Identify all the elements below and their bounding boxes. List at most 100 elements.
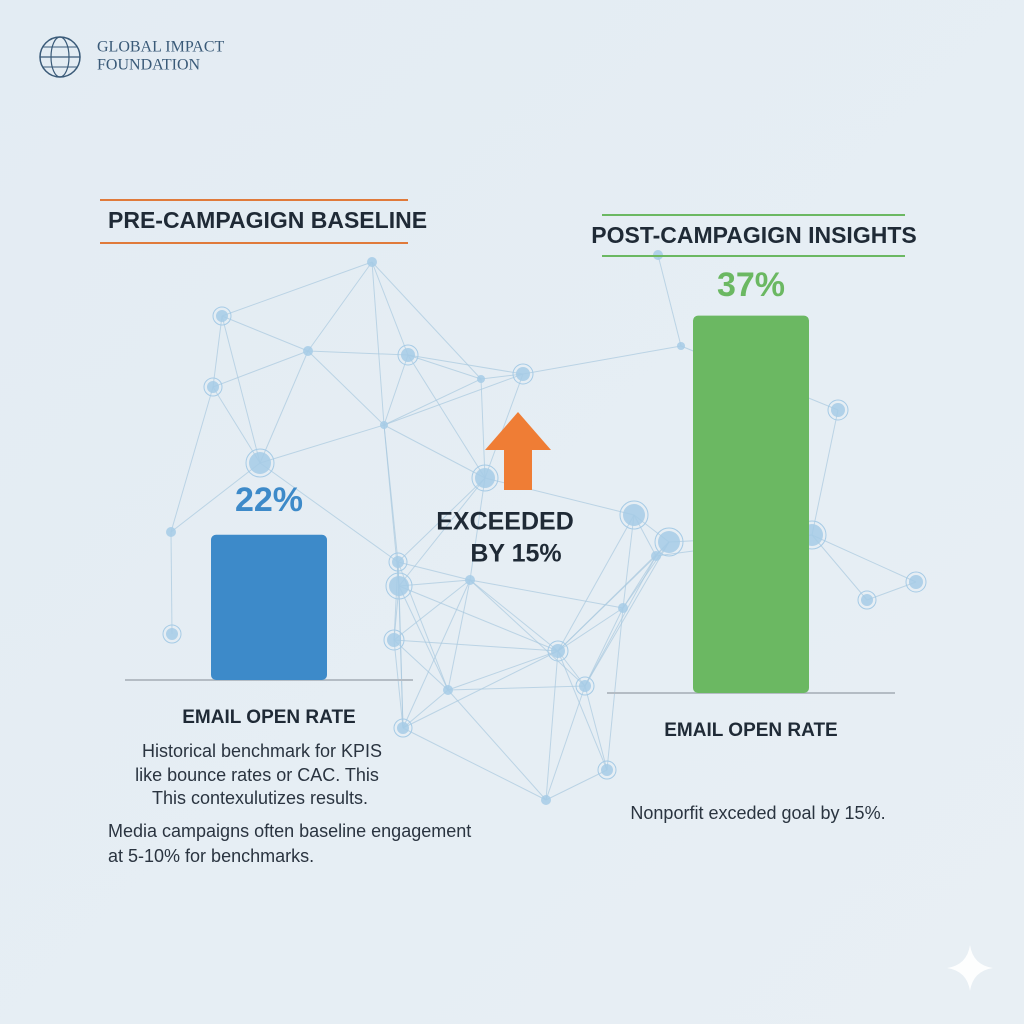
network-link — [557, 650, 586, 687]
network-link — [170, 462, 261, 533]
network-link — [811, 534, 917, 583]
network-link — [383, 424, 486, 479]
network-link — [393, 579, 471, 641]
network-node — [658, 531, 680, 553]
network-node — [392, 556, 404, 568]
note-text: like bounce rates or CAC. This — [135, 765, 379, 785]
network-ring — [597, 760, 617, 780]
network-decoration — [162, 250, 927, 805]
network-link — [484, 373, 524, 479]
network-link — [606, 607, 624, 771]
network-node — [579, 680, 591, 692]
bar-panel: POST-CAMPAGIGN INSIGHTS 37% EMAIL OPEN RAT… — [591, 222, 916, 741]
network-link — [480, 378, 486, 479]
network-node — [465, 575, 475, 585]
network-link — [259, 424, 385, 464]
network-link — [212, 315, 223, 388]
network-link — [402, 689, 449, 729]
network-node — [389, 576, 409, 596]
network-link — [407, 354, 486, 479]
network-link — [212, 386, 261, 464]
network-ring — [575, 676, 595, 696]
section-title: POST-CAMPAGIGN INSIGHTS — [591, 222, 916, 248]
network-link — [469, 579, 586, 687]
network-link — [447, 579, 471, 691]
network-node — [216, 310, 228, 322]
logo: GLOBAL IMPACT FOUNDATION — [39, 36, 225, 78]
network-ring — [512, 363, 534, 385]
network-link — [307, 350, 385, 426]
network-ring — [619, 500, 649, 530]
network-link — [622, 541, 670, 609]
network-link — [259, 462, 399, 563]
network-link — [393, 639, 449, 691]
network-ring — [471, 464, 499, 492]
network-node — [623, 504, 645, 526]
network-node — [397, 722, 409, 734]
network-link — [371, 261, 482, 380]
network-link — [402, 579, 471, 729]
network-link — [383, 354, 409, 426]
network-link — [397, 477, 486, 563]
network-node — [443, 685, 453, 695]
network-link — [447, 650, 559, 691]
network-node — [651, 551, 661, 561]
network-link — [307, 261, 373, 352]
network-node — [380, 421, 388, 429]
network-ring — [162, 624, 182, 644]
network-node — [475, 468, 495, 488]
note-text: Historical benchmark for KPIS — [142, 741, 382, 761]
network-link — [557, 555, 657, 652]
network-link — [557, 607, 624, 652]
network-link — [407, 354, 482, 380]
network-link — [397, 561, 471, 581]
network-link — [407, 354, 524, 375]
network-node — [166, 527, 176, 537]
network-link — [622, 514, 635, 609]
network-link — [811, 409, 839, 536]
network-link — [557, 514, 635, 652]
network-link — [221, 315, 309, 352]
network-ring — [203, 377, 223, 397]
network-link — [371, 261, 409, 356]
bar — [693, 315, 809, 693]
network-link — [259, 350, 309, 464]
network-link — [398, 477, 486, 587]
network-link — [545, 650, 559, 801]
network-link — [221, 261, 373, 317]
network-link — [545, 685, 586, 801]
network-link — [657, 254, 682, 347]
network-link — [584, 685, 608, 771]
network-node — [677, 342, 685, 350]
network-link — [584, 607, 624, 687]
network-link — [622, 555, 657, 609]
network-node — [831, 403, 845, 417]
network-link — [469, 579, 624, 609]
bar — [211, 534, 327, 680]
network-link — [371, 261, 385, 426]
network-link — [447, 685, 586, 691]
network-ring — [212, 306, 232, 326]
network-link — [383, 373, 524, 426]
network-link — [557, 650, 608, 771]
network-link — [469, 579, 559, 652]
network-ring — [388, 552, 408, 572]
network-node — [207, 381, 219, 393]
network-link — [398, 585, 559, 652]
network-node — [249, 452, 271, 474]
logo-text: FOUNDATION — [97, 57, 201, 74]
network-link — [393, 639, 559, 652]
network-link — [307, 350, 409, 356]
network-link — [480, 373, 524, 380]
network-ring — [393, 718, 413, 738]
note-text: Nonporfit exceded goal by 15%. — [630, 803, 885, 823]
network-link — [221, 315, 261, 464]
network-node — [861, 594, 873, 606]
network-node — [387, 633, 401, 647]
network-node — [166, 628, 178, 640]
network-link — [393, 561, 399, 641]
network-ring — [383, 629, 405, 651]
network-ring — [245, 448, 275, 478]
network-node — [601, 764, 613, 776]
annotation: EXCEEDED — [436, 508, 574, 536]
